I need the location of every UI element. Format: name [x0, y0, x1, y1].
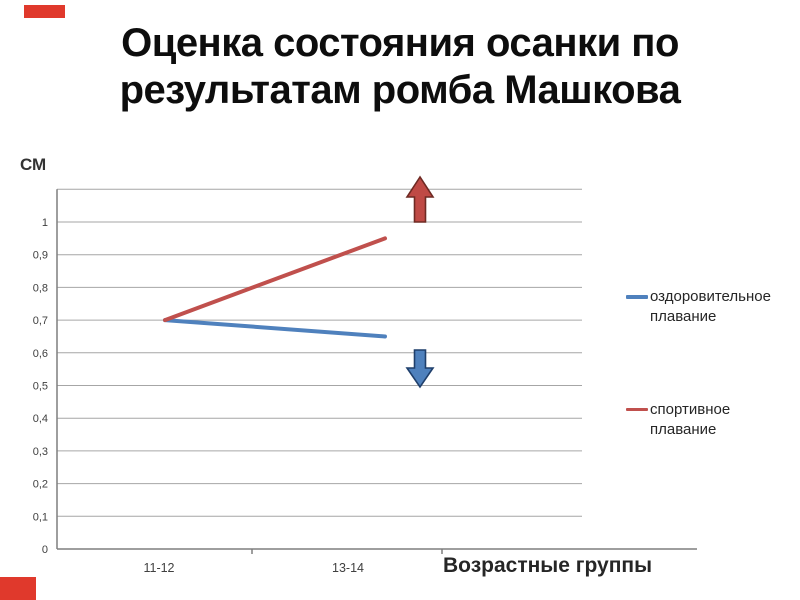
- x-tick-label: 11-12: [143, 561, 174, 575]
- y-tick-label: 0,1: [33, 511, 48, 523]
- y-axis-unit-label: СМ: [20, 155, 47, 174]
- y-tick-label: 0,6: [33, 348, 48, 360]
- legend-line-marker-blue: [626, 295, 648, 299]
- legend-item-recreational-swimming: оздоровительное плавание: [626, 287, 796, 328]
- decrease-arrow: [405, 349, 435, 389]
- legend-item-sport-swimming: спортивное плавание: [626, 400, 796, 441]
- x-axis-title: Возрастные группы: [443, 554, 653, 577]
- y-tick-label: 1: [42, 217, 48, 229]
- increase-arrow: [405, 175, 435, 223]
- y-tick-label: 0,7: [33, 315, 48, 327]
- y-tick-label: 0,2: [33, 479, 48, 491]
- slide-title-line1: Оценка состояния осанки по: [121, 21, 679, 65]
- slide-title: Оценка состояния осанки по результатам ро…: [0, 20, 800, 114]
- y-tick-label: 0,5: [33, 381, 48, 393]
- legend: оздоровительное плавание спортивное плав…: [626, 287, 796, 440]
- line-chart: 0 0,1 0,2 0,3 0,4 0,5 0,6 0,7 0,8 0,9 1 11-12 13-14: [33, 175, 697, 575]
- bottom-left-accent-bar: [0, 577, 36, 600]
- x-tick-label: 13-14: [332, 561, 364, 575]
- legend-label: оздоровительное плавание: [650, 288, 771, 326]
- y-tick-label: 0,4: [33, 413, 48, 425]
- y-tick-label: 0: [42, 544, 48, 556]
- slide-title-line2: результатам ромба Машкова: [119, 67, 681, 112]
- legend-line-marker-red: [626, 407, 648, 411]
- top-left-accent-bar: [24, 5, 65, 18]
- legend-label: спортивное плавание: [650, 400, 731, 438]
- series-line-1: [163, 236, 387, 323]
- y-tick-label: 0,3: [33, 446, 48, 458]
- y-tick-label: 0,9: [33, 250, 48, 262]
- series-line-0: [163, 318, 387, 339]
- y-tick-label: 0,8: [33, 282, 48, 294]
